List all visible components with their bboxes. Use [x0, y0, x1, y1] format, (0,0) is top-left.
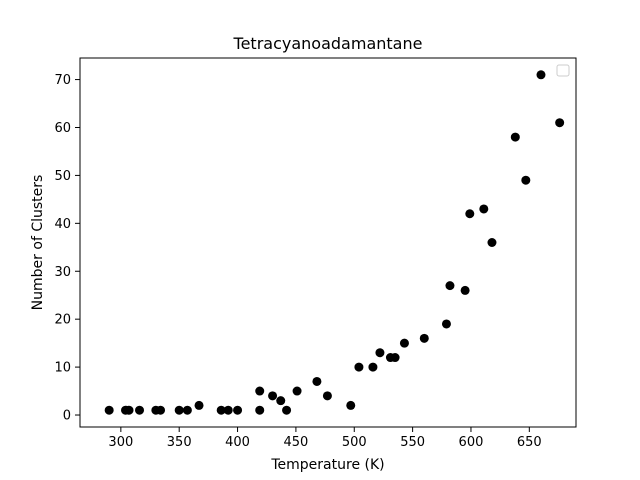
x-tick-label: 300	[108, 435, 133, 450]
chart-title: Tetracyanoadamantane	[233, 34, 423, 53]
x-tick-label: 350	[167, 435, 192, 450]
data-point	[268, 391, 278, 401]
data-point	[346, 400, 356, 410]
x-tick-label: 500	[342, 435, 367, 450]
y-tick-label: 30	[54, 265, 71, 280]
data-point	[521, 175, 531, 185]
y-tick-label: 40	[54, 217, 71, 232]
y-tick-label: 60	[54, 121, 71, 136]
data-point	[255, 405, 265, 415]
plot-area: 300 350 400 450 500 550 600 650 0 10 20 30 40 50 60 70	[54, 57, 577, 450]
data-point	[536, 70, 546, 80]
y-axis-ticks: 0 10 20 30 40 50 60 70	[54, 73, 80, 424]
y-tick-label: 10	[54, 361, 71, 376]
y-tick-label: 50	[54, 169, 71, 184]
data-point	[390, 353, 400, 363]
y-tick-label: 20	[54, 313, 71, 328]
x-tick-label: 650	[517, 435, 542, 450]
data-point	[276, 396, 286, 406]
data-point	[445, 281, 455, 291]
data-point	[194, 400, 204, 410]
x-tick-label: 400	[225, 435, 250, 450]
data-points	[104, 70, 565, 415]
axes-frame	[79, 57, 577, 428]
x-tick-label: 600	[459, 435, 484, 450]
data-point	[233, 405, 243, 415]
data-point	[182, 405, 192, 415]
data-point	[354, 362, 364, 372]
data-point	[555, 118, 565, 128]
x-tick-label: 450	[283, 435, 308, 450]
data-point	[216, 405, 226, 415]
x-axis-ticks: 300 350 400 450 500 550 600 650	[108, 427, 542, 450]
y-tick-label: 0	[63, 409, 71, 424]
x-tick-label: 550	[400, 435, 425, 450]
data-point	[375, 348, 385, 358]
data-point	[292, 386, 302, 396]
data-point	[419, 333, 429, 343]
data-point	[124, 405, 134, 415]
y-tick-label: 70	[54, 73, 71, 88]
data-point	[156, 405, 166, 415]
data-point	[104, 405, 114, 415]
data-point	[460, 285, 470, 295]
data-point	[255, 386, 265, 396]
data-point	[322, 391, 332, 401]
data-point	[282, 405, 292, 415]
data-point	[510, 132, 520, 142]
data-point	[479, 204, 489, 214]
legend-box	[556, 64, 570, 77]
data-point	[312, 376, 322, 386]
data-point	[135, 405, 145, 415]
data-point	[368, 362, 378, 372]
x-axis-label: Temperature (K)	[270, 457, 384, 473]
data-point	[223, 405, 233, 415]
data-point	[399, 338, 409, 348]
y-axis-label: Number of Clusters	[30, 175, 46, 311]
data-point	[465, 209, 475, 219]
data-point	[174, 405, 184, 415]
data-point	[487, 238, 497, 247]
data-point	[441, 319, 451, 329]
